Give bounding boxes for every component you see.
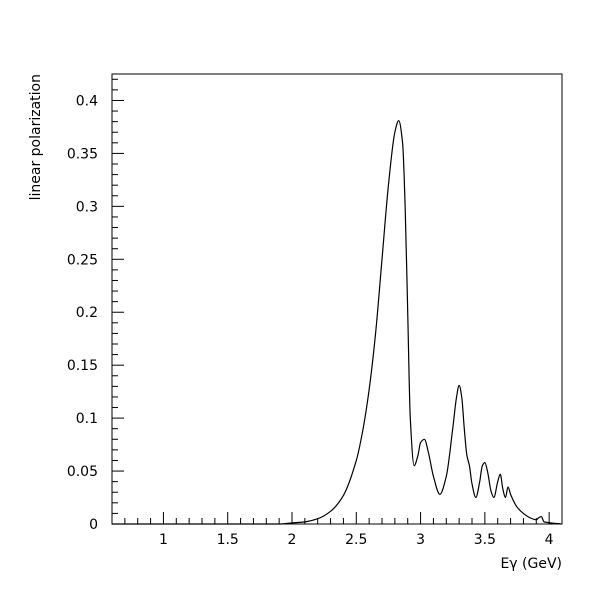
x-tick-label: 2.5 (345, 532, 367, 548)
x-axis-ticks (111, 512, 563, 524)
y-tick-label: 0.2 (76, 305, 98, 321)
x-tick-label: 1 (159, 532, 168, 548)
x-tick-label: 3.5 (474, 532, 496, 548)
y-axis-tick-labels: 0 0.05 0.1 0.15 0.2 0.25 0.3 0.35 0.4 (67, 93, 98, 533)
y-tick-label: 0 (89, 517, 98, 533)
y-tick-label: 0.05 (67, 464, 98, 480)
plot-frame (111, 73, 563, 525)
y-tick-label: 0.15 (67, 358, 98, 374)
y-tick-label: 0.4 (76, 93, 98, 109)
x-axis-tick-labels: 1 1.5 2 2.5 3 3.5 4 (159, 532, 554, 548)
x-tick-label: 4 (545, 532, 554, 548)
y-tick-label: 0.3 (76, 199, 98, 215)
y-tick-label: 0.1 (76, 411, 98, 427)
y-tick-label: 0.25 (67, 252, 98, 268)
x-axis-title: Eγ (GeV) (500, 556, 562, 572)
y-axis-title: linear polarization (28, 74, 44, 200)
polarization-curve (112, 119, 563, 525)
x-tick-label: 3 (416, 532, 425, 548)
x-tick-label: 1.5 (217, 532, 239, 548)
x-tick-label: 2 (288, 532, 297, 548)
y-tick-label: 0.35 (67, 146, 98, 162)
